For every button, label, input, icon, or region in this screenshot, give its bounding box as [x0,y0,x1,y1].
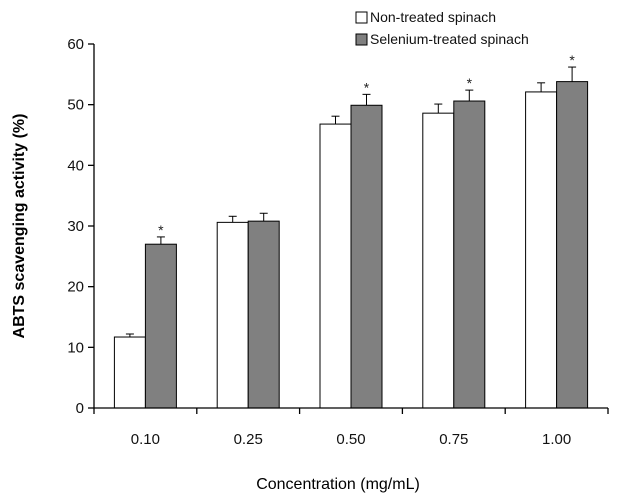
y-tick-label: 30 [67,218,84,235]
bar-selenium-treated-1.00 [556,81,589,409]
legend-label-non-treated: Non-treated spinach [370,9,496,25]
y-tick-label: 60 [67,36,84,53]
bar-selenium-treated-0.50 [350,104,383,409]
y-axis-title: ABTS scavenging activity (%) [11,114,28,339]
legend: Non-treated spinach Selenium-treated spi… [355,9,529,47]
bar-non-treated-0.75 [422,112,455,409]
y-tick-label: 0 [76,400,84,417]
y-tick-label: 50 [67,97,84,114]
legend-swatch-non-treated [355,11,368,24]
significance-star: * [158,222,164,238]
significance-markers-layer: * * * * [158,52,575,238]
legend-label-selenium-treated: Selenium-treated spinach [370,31,529,47]
bar-non-treated-0.10 [113,336,146,409]
y-tick-label: 20 [67,279,84,296]
significance-star: * [467,75,473,91]
x-axis-title: Concentration (mg/mL) [256,476,420,493]
y-ticks: 0 10 20 30 40 50 60 [67,36,94,417]
x-tick-label: 0.50 [336,431,365,448]
x-tick-label: 0.75 [439,431,468,448]
x-ticks: 0.10 0.25 0.50 0.75 1.00 [93,408,609,448]
bar-non-treated-1.00 [525,91,558,409]
significance-star: * [569,52,575,68]
y-tick-label: 40 [67,157,84,174]
bar-selenium-treated-0.10 [144,243,177,409]
significance-star: * [364,79,370,95]
x-tick-label: 0.25 [234,431,263,448]
y-tick-label: 10 [67,339,84,356]
bar-selenium-treated-0.25 [247,220,280,409]
legend-swatch-selenium-treated [355,33,368,46]
x-tick-label: 0.10 [131,431,160,448]
bars-layer [113,81,589,409]
bar-selenium-treated-0.75 [453,100,486,409]
bar-non-treated-0.50 [319,123,352,409]
x-tick-label: 1.00 [542,431,571,448]
bar-non-treated-0.25 [216,221,249,409]
error-bars-layer [125,66,577,338]
